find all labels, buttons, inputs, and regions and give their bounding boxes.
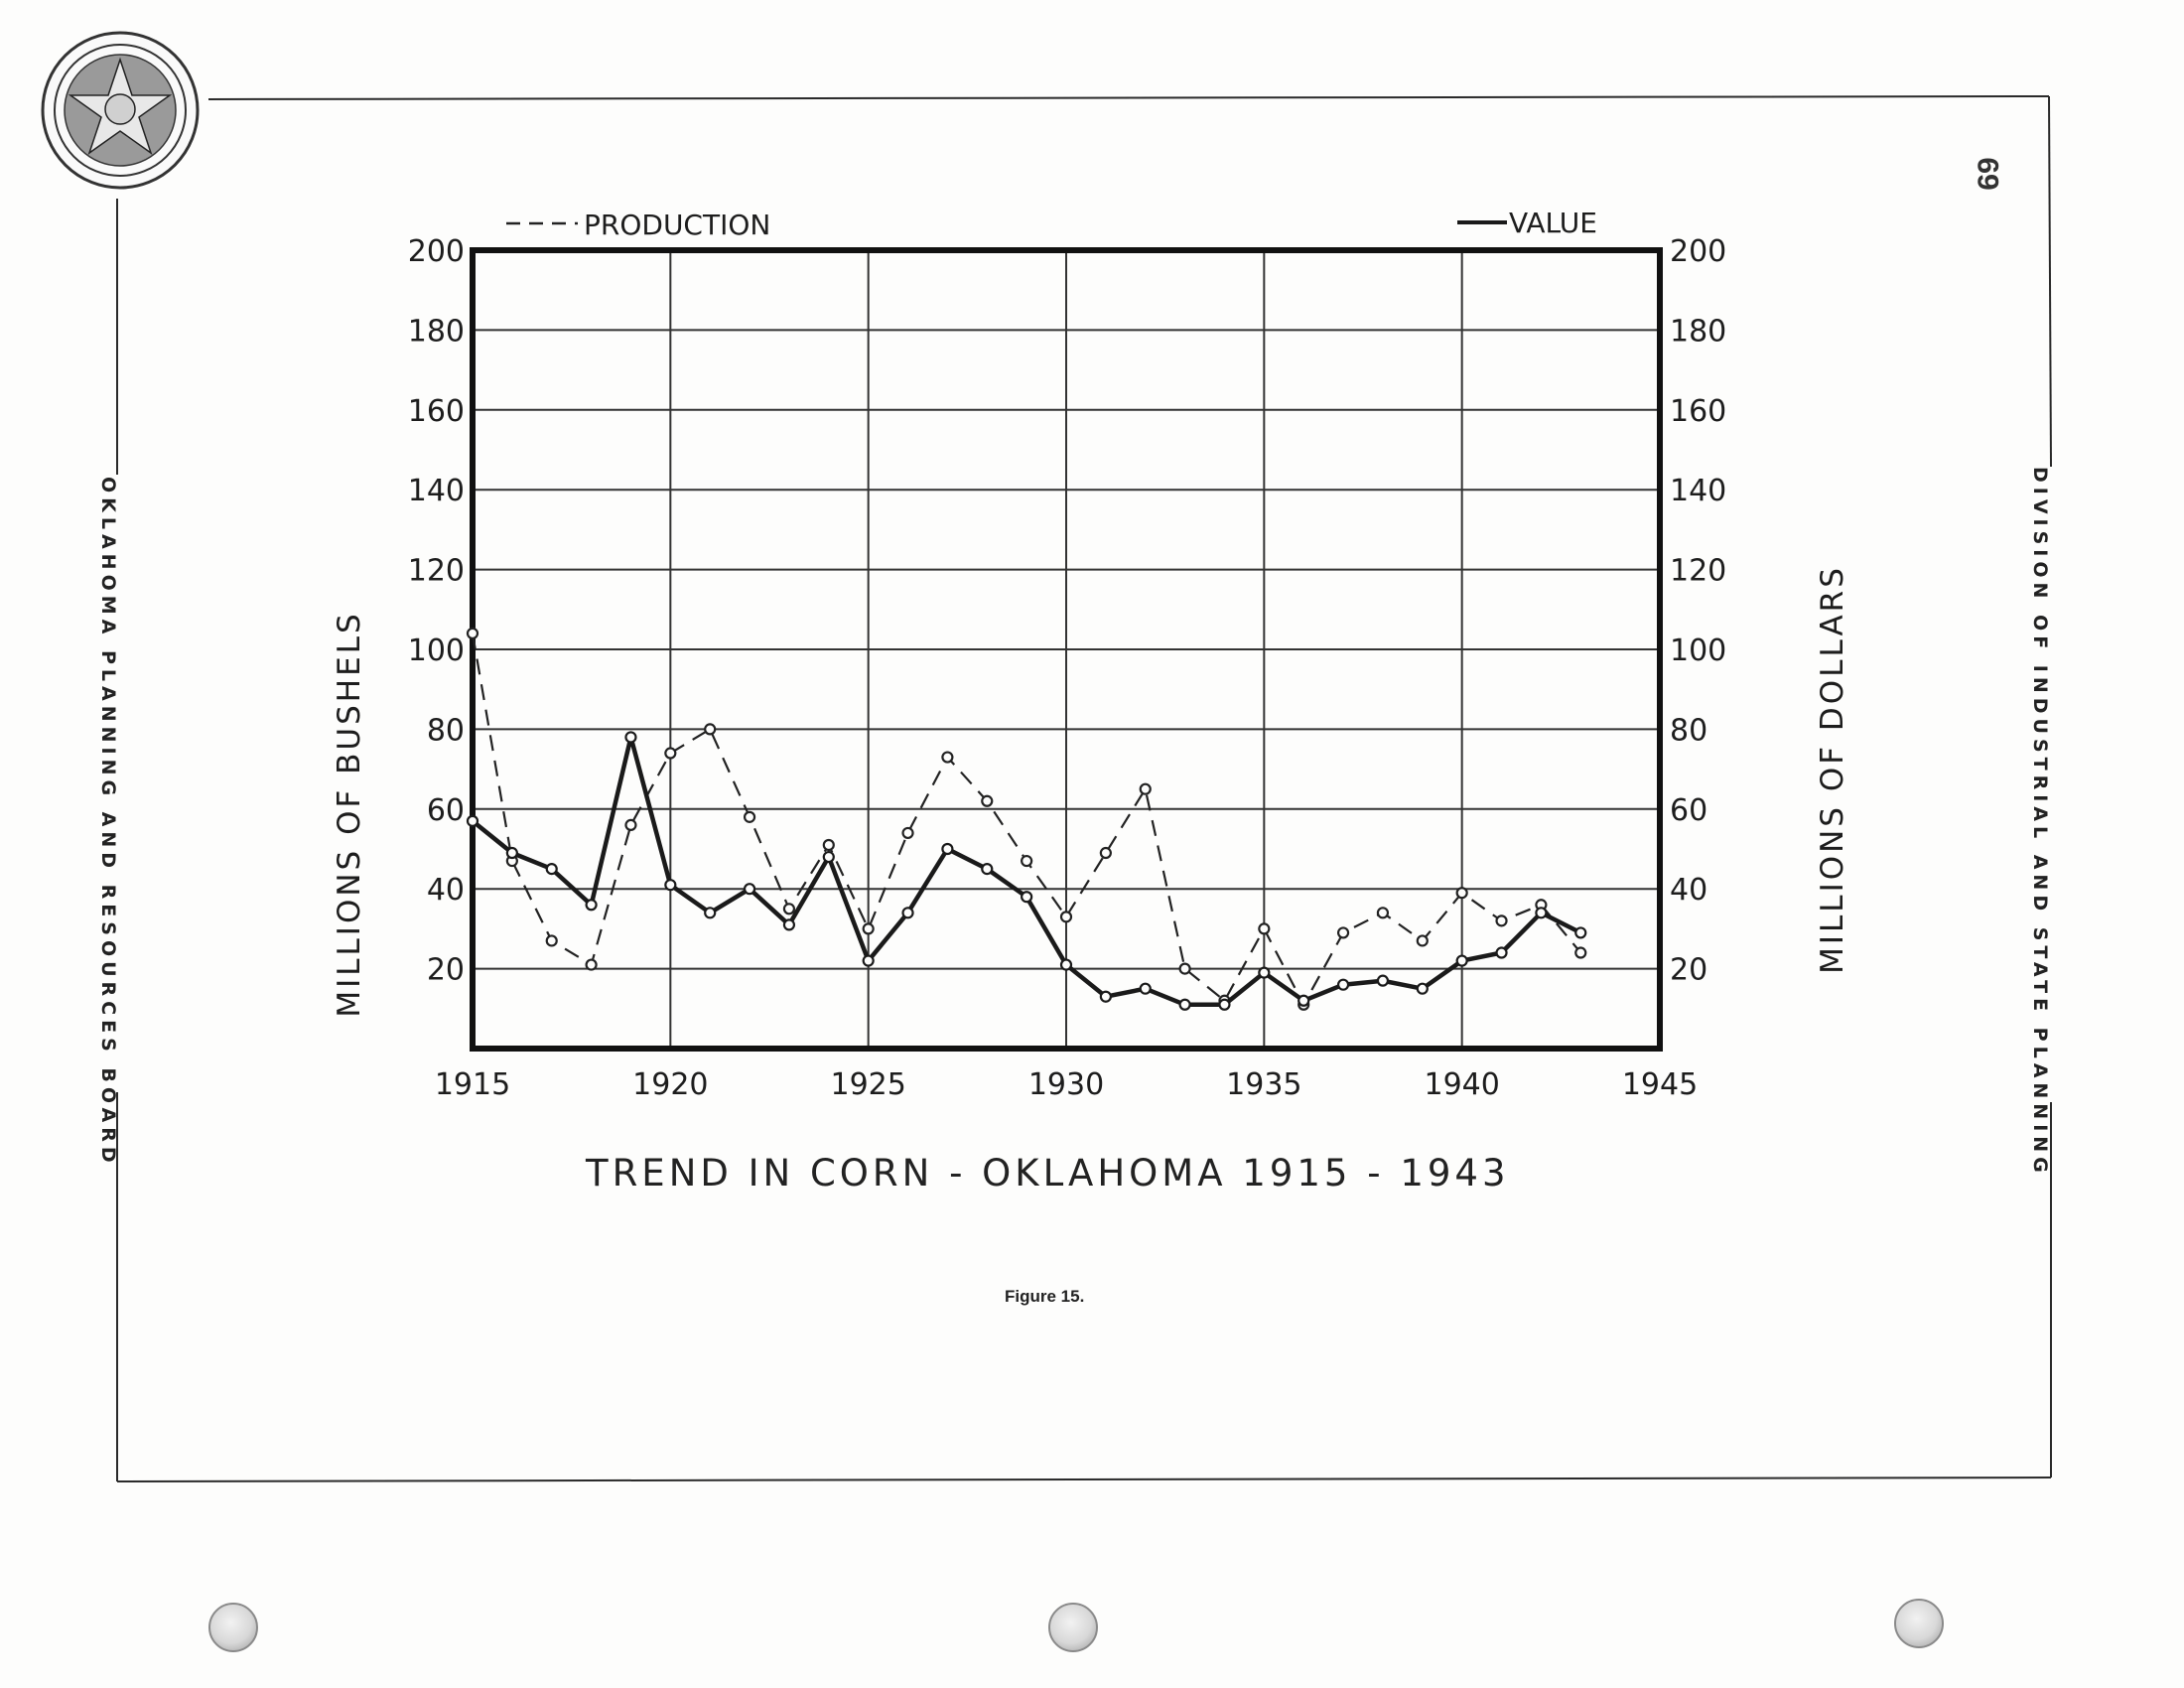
data-point-value bbox=[1416, 982, 1429, 995]
x-tick-label: 1945 bbox=[1622, 1067, 1698, 1102]
binder-hole bbox=[208, 1603, 258, 1652]
data-point-production bbox=[664, 747, 677, 760]
data-point-value bbox=[545, 862, 558, 876]
data-point-value bbox=[901, 907, 914, 919]
series-line-production bbox=[471, 633, 1582, 1006]
data-point-production bbox=[1495, 914, 1508, 927]
y-tick-label-left: 140 bbox=[408, 474, 465, 508]
data-point-production bbox=[1021, 854, 1033, 868]
data-point-value bbox=[1178, 998, 1191, 1011]
data-point-production bbox=[782, 903, 796, 915]
y-tick-label-left: 180 bbox=[408, 314, 465, 349]
plot-border bbox=[470, 247, 1663, 1052]
data-point-production bbox=[545, 934, 558, 947]
data-point-production bbox=[1178, 962, 1191, 975]
data-point-production bbox=[1258, 922, 1271, 935]
data-point-production bbox=[901, 826, 914, 840]
legend: PRODUCTION VALUE bbox=[506, 207, 1597, 241]
data-point-value bbox=[862, 954, 875, 967]
data-point-value bbox=[981, 862, 994, 876]
data-point-value bbox=[704, 907, 717, 919]
state-seal-icon bbox=[41, 31, 200, 190]
figure-caption: Figure 15. bbox=[1005, 1287, 1085, 1306]
x-tick-label: 1940 bbox=[1424, 1067, 1499, 1102]
x-tick-label: 1935 bbox=[1226, 1067, 1301, 1102]
y-tick-label-left: 160 bbox=[408, 394, 465, 429]
series-line-value bbox=[471, 735, 1582, 1008]
y-tick-label-right: 120 bbox=[1670, 554, 1726, 589]
y-tick-label-left: 40 bbox=[427, 873, 465, 908]
data-point-production bbox=[704, 723, 717, 736]
data-point-value bbox=[1218, 998, 1231, 1011]
data-point-production bbox=[743, 810, 756, 823]
data-point-value bbox=[466, 814, 479, 827]
y-tick-label-right: 180 bbox=[1670, 314, 1726, 349]
data-point-production bbox=[624, 818, 637, 831]
binder-hole bbox=[1894, 1599, 1944, 1648]
left-axis-label: MILLIONS OF BUSHELS bbox=[332, 611, 367, 1017]
data-point-production bbox=[822, 838, 835, 852]
data-point-value bbox=[822, 850, 835, 864]
data-point-value bbox=[1021, 891, 1033, 904]
y-tick-label-left: 200 bbox=[408, 234, 465, 269]
x-tick-label: 1930 bbox=[1028, 1067, 1104, 1102]
x-tick-label: 1925 bbox=[830, 1067, 905, 1102]
y-tick-label-right: 80 bbox=[1670, 713, 1707, 748]
y-tick-label-right: 40 bbox=[1670, 873, 1707, 908]
legend-production-label: PRODUCTION bbox=[584, 209, 770, 241]
chart-title: TREND IN CORN - OKLAHOMA 1915 - 1943 bbox=[586, 1152, 1510, 1195]
data-point-production bbox=[466, 627, 479, 640]
data-point-value bbox=[1495, 946, 1508, 959]
data-point-value bbox=[1258, 966, 1271, 979]
data-point-value bbox=[1535, 907, 1548, 919]
right-axis-label: MILLIONS OF DOLLARS bbox=[1815, 565, 1850, 974]
y-tick-label-left: 20 bbox=[427, 953, 465, 988]
y-tick-label-right: 200 bbox=[1670, 234, 1726, 269]
y-tick-label-right: 100 bbox=[1670, 633, 1726, 668]
y-tick-label-left: 80 bbox=[427, 713, 465, 748]
data-point-production bbox=[1099, 846, 1112, 860]
data-point-value bbox=[941, 842, 954, 856]
y-tick-label-left: 100 bbox=[408, 633, 465, 668]
data-point-production bbox=[1139, 782, 1152, 795]
x-tick-label: 1920 bbox=[632, 1067, 708, 1102]
data-point-value bbox=[1376, 974, 1390, 987]
data-point-value bbox=[782, 918, 796, 931]
data-point-value bbox=[1099, 990, 1112, 1003]
data-point-value bbox=[1297, 994, 1310, 1007]
data-point-value bbox=[1336, 978, 1350, 991]
data-point-production bbox=[585, 958, 598, 971]
data-point-value bbox=[743, 883, 756, 896]
y-tick-label-right: 20 bbox=[1670, 953, 1707, 988]
data-point-production bbox=[1455, 887, 1468, 900]
data-point-production bbox=[981, 794, 994, 807]
data-point-value bbox=[624, 731, 637, 744]
data-point-production bbox=[862, 922, 875, 935]
y-tick-label-left: 60 bbox=[427, 793, 465, 828]
y-tick-label-left: 120 bbox=[408, 554, 465, 589]
data-point-value bbox=[505, 846, 518, 860]
data-point-value bbox=[1455, 954, 1468, 967]
data-point-production bbox=[1416, 934, 1429, 947]
binder-hole bbox=[1048, 1603, 1098, 1652]
y-tick-label-right: 140 bbox=[1670, 474, 1726, 508]
x-tick-label: 1915 bbox=[435, 1067, 510, 1102]
data-point-value bbox=[664, 879, 677, 892]
data-point-production bbox=[1574, 946, 1587, 959]
data-point-production bbox=[1376, 907, 1390, 919]
data-point-value bbox=[1139, 982, 1152, 995]
y-tick-label-right: 60 bbox=[1670, 793, 1707, 828]
legend-value-label: VALUE bbox=[1509, 207, 1597, 239]
data-point-production bbox=[941, 751, 954, 764]
data-point-value bbox=[1574, 926, 1587, 939]
y-tick-label-right: 160 bbox=[1670, 394, 1726, 429]
data-point-value bbox=[585, 899, 598, 912]
data-point-production bbox=[1059, 911, 1073, 923]
data-point-value bbox=[1059, 958, 1073, 971]
data-point-production bbox=[1336, 926, 1350, 939]
